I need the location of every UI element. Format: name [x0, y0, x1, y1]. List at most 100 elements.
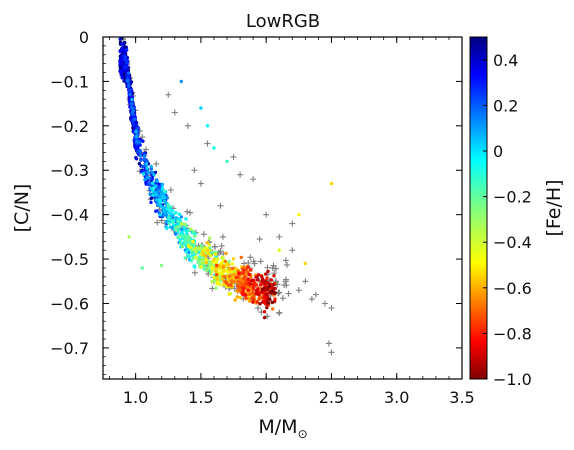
data-point: [211, 258, 216, 262]
data-point: [250, 278, 254, 283]
data-point: [227, 274, 231, 279]
data-point: [225, 159, 229, 164]
plus-marker: [165, 91, 172, 98]
y-tick-label: −0.6: [50, 294, 89, 313]
plus-marker: [279, 295, 286, 302]
data-point: [239, 255, 243, 260]
data-point: [272, 282, 276, 287]
plus-marker: [282, 278, 289, 285]
data-point: [200, 249, 205, 254]
data-point: [122, 48, 126, 52]
plus-marker: [256, 236, 263, 243]
data-point: [202, 247, 206, 251]
colorbar-tick-label: −1.0: [493, 370, 532, 389]
data-point: [246, 288, 251, 292]
data-point: [216, 257, 220, 261]
data-point: [134, 146, 138, 150]
data-point: [166, 204, 170, 208]
data-point: [151, 193, 155, 197]
data-point: [178, 238, 182, 242]
x-tick-label: 1.5: [188, 388, 213, 407]
data-point: [297, 213, 301, 217]
plus-marker: [187, 209, 194, 216]
data-point: [146, 175, 150, 180]
data-point: [201, 261, 206, 265]
data-point: [119, 65, 123, 70]
data-point: [273, 291, 277, 295]
data-point: [204, 254, 208, 258]
data-point: [236, 279, 240, 284]
data-point: [163, 189, 167, 193]
data-point: [167, 221, 171, 226]
y-axis-title: [C/N]: [11, 184, 33, 233]
plus-marker: [281, 282, 288, 289]
data-point: [171, 223, 176, 227]
data-point: [179, 234, 183, 238]
data-point: [273, 286, 277, 291]
data-point: [160, 182, 165, 187]
data-point: [257, 297, 261, 301]
data-point: [241, 271, 246, 276]
data-point: [262, 315, 267, 320]
data-point: [130, 102, 134, 106]
data-point: [160, 264, 164, 268]
data-point: [215, 273, 219, 277]
data-point: [150, 170, 155, 174]
data-point: [233, 298, 237, 302]
data-point: [249, 275, 253, 279]
data-point: [218, 266, 222, 271]
data-point: [207, 266, 211, 270]
data-point: [247, 299, 252, 303]
chart-title: LowRGB: [246, 11, 320, 32]
colorbar-tick-label: 0.4: [493, 51, 518, 70]
data-point: [238, 295, 242, 300]
plus-marker: [251, 260, 258, 267]
data-point: [260, 287, 265, 292]
data-point: [266, 269, 270, 274]
data-point: [273, 297, 277, 301]
data-point: [129, 80, 134, 84]
plus-marker: [264, 264, 271, 271]
data-point: [120, 76, 124, 80]
x-axis-title: M/M⊙: [258, 416, 307, 441]
data-point: [261, 300, 265, 304]
data-point: [145, 166, 149, 170]
data-point: [160, 186, 165, 190]
data-point: [126, 78, 130, 83]
data-point: [210, 280, 214, 284]
data-point: [208, 236, 212, 240]
plus-marker: [209, 285, 216, 292]
plus-marker: [200, 231, 207, 238]
data-point: [166, 211, 171, 215]
data-point: [138, 153, 143, 158]
plus-marker: [276, 310, 283, 317]
data-point: [255, 275, 259, 279]
data-point: [258, 302, 262, 306]
data-point: [247, 272, 251, 277]
data-point: [204, 261, 209, 265]
plus-marker: [211, 243, 218, 250]
plus-marker: [254, 305, 261, 312]
data-point: [251, 291, 255, 295]
y-tick-label: −0.5: [50, 250, 89, 269]
data-point: [256, 287, 260, 291]
plus-marker: [247, 254, 254, 261]
data-point: [124, 65, 129, 69]
data-point: [131, 122, 135, 127]
data-point: [214, 260, 218, 264]
data-point: [231, 257, 236, 261]
x-tick-label: 3.5: [449, 388, 474, 407]
data-point: [206, 251, 210, 256]
data-point: [329, 181, 334, 186]
data-point: [277, 248, 281, 252]
data-point: [143, 177, 147, 182]
colorbar-tick-label: −0.6: [493, 279, 532, 298]
data-point: [267, 284, 272, 288]
plus-marker: [276, 233, 283, 240]
x-tick-label: 2.0: [253, 388, 278, 407]
data-point: [208, 263, 213, 267]
data-point: [165, 196, 169, 200]
data-point: [214, 269, 218, 273]
data-point: [194, 250, 198, 254]
data-point: [265, 292, 269, 296]
